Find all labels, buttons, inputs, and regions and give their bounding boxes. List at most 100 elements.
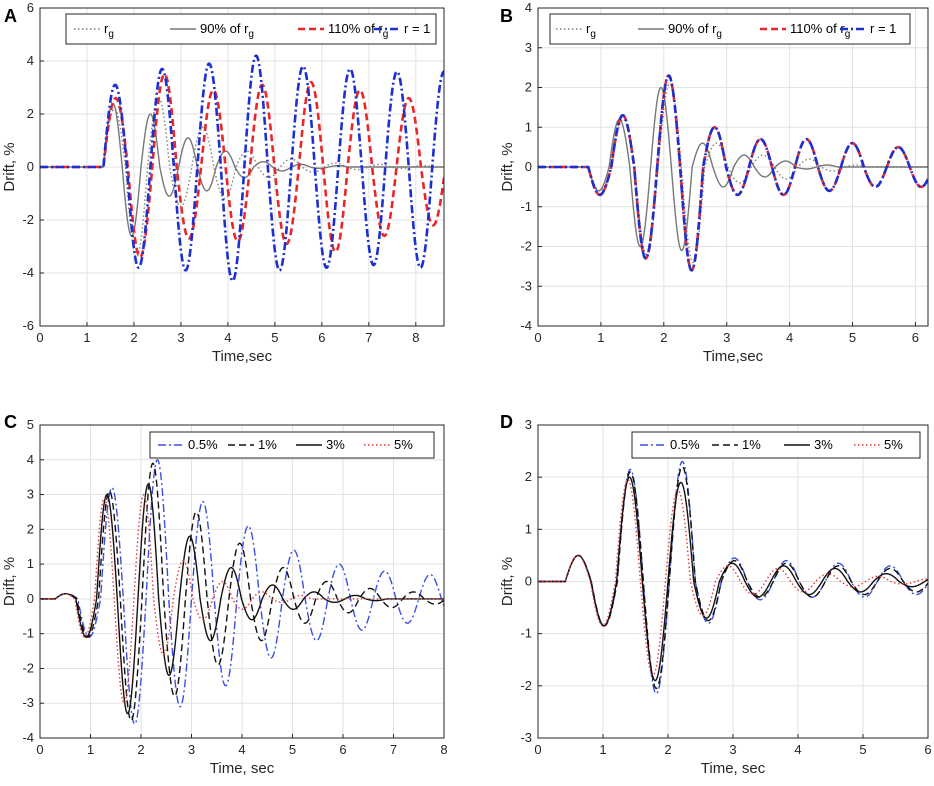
legend-label: 90% of rg <box>668 21 722 40</box>
x-tick-label: 6 <box>924 742 931 757</box>
legend-label: rg <box>104 21 114 40</box>
x-tick-label: 1 <box>83 330 90 345</box>
x-tick-label: 8 <box>412 330 419 345</box>
x-tick-label: 1 <box>599 742 606 757</box>
y-tick-label: -6 <box>22 318 34 333</box>
x-tick-label: 0 <box>36 330 43 345</box>
series-group <box>40 54 444 283</box>
panel-letter: D <box>500 412 513 432</box>
y-tick-label: 0 <box>27 159 34 174</box>
y-tick-label: 0 <box>27 591 34 606</box>
legend-box <box>631 431 921 459</box>
panel-a: A 0 1 2 3 4 5 6 7 8 -6 -4 -2 0 2 4 6 Time,sec Drift, % rg 90… <box>1 0 445 365</box>
y-tick-label: -3 <box>22 695 34 710</box>
y-tick-label: 3 <box>525 417 532 432</box>
y-tick-label: 4 <box>27 53 34 68</box>
axes-box <box>39 424 445 739</box>
series-group <box>40 459 444 725</box>
x-tick-label: 2 <box>130 330 137 345</box>
panel-c: C 0 1 2 3 4 5 6 7 8 -4 -3 -2 -1 0 1 2 3 4 5 Time, sec Drift, … <box>1 412 448 777</box>
y-tick-label: 2 <box>27 521 34 536</box>
x-tick-label: 8 <box>440 742 447 757</box>
y-tick-label: 0 <box>525 574 532 589</box>
y-tick-label: -2 <box>520 678 532 693</box>
y-tick-label: -3 <box>520 730 532 745</box>
legend-label: r = 1 <box>404 21 430 36</box>
legend-box <box>149 431 435 459</box>
y-tick-label: 4 <box>525 0 532 15</box>
x-tick-label: 2 <box>664 742 671 757</box>
legend-label: 110% of rg <box>328 21 388 40</box>
y-tick-label: -2 <box>22 660 34 675</box>
y-tick-label: -3 <box>520 278 532 293</box>
legend: rg 90% of rg 110% of rg r = 1 <box>65 13 437 45</box>
x-tick-label: 6 <box>339 742 346 757</box>
x-tick-label: 5 <box>271 330 278 345</box>
axes-box <box>537 424 929 739</box>
y-tick-label: -1 <box>520 626 532 641</box>
x-tick-label: 0 <box>534 330 541 345</box>
y-tick-label: 1 <box>525 521 532 536</box>
series-line-r-g <box>40 97 444 258</box>
x-tick-label: 6 <box>912 330 919 345</box>
legend-label: 1% <box>258 437 277 452</box>
y-axis-label: Drift, % <box>499 142 516 191</box>
series-line-110-of-r-g <box>40 72 444 259</box>
x-tick-label: 7 <box>390 742 397 757</box>
y-tick-label: -4 <box>22 730 34 745</box>
legend: 0.5% 1% 3% 5% <box>149 431 435 459</box>
x-tick-label: 3 <box>188 742 195 757</box>
x-tick-label: 0 <box>36 742 43 757</box>
panel-letter: A <box>4 6 17 26</box>
panel-letter: C <box>4 412 17 432</box>
y-tick-label: 5 <box>27 417 34 432</box>
series-line-3- <box>538 476 928 682</box>
x-tick-label: 4 <box>794 742 801 757</box>
x-tick-label: 2 <box>137 742 144 757</box>
legend-label: 5% <box>394 437 413 452</box>
x-tick-label: 4 <box>224 330 231 345</box>
panel-letter: B <box>500 6 513 26</box>
y-tick-label: 3 <box>27 487 34 502</box>
legend: 0.5% 1% 3% 5% <box>631 431 921 459</box>
legend-label: r = 1 <box>870 21 896 36</box>
series-group <box>538 74 928 272</box>
y-tick-label: -1 <box>520 199 532 214</box>
legend-label: 0.5% <box>670 437 700 452</box>
y-axis-label: Drift, % <box>499 557 516 606</box>
y-tick-label: 2 <box>27 106 34 121</box>
x-tick-label: 4 <box>786 330 793 345</box>
y-tick-label: 2 <box>525 80 532 95</box>
y-tick-label: 1 <box>525 119 532 134</box>
y-tick-label: 4 <box>27 452 34 467</box>
axes-box <box>537 7 929 327</box>
x-tick-label: 5 <box>289 742 296 757</box>
series-line-5- <box>40 493 444 704</box>
y-axis-label: Drift, % <box>1 557 18 606</box>
legend-box <box>549 13 911 45</box>
legend-label: 0.5% <box>188 437 218 452</box>
x-tick-label: 3 <box>729 742 736 757</box>
series-line-r-g <box>538 82 928 264</box>
y-tick-label: 3 <box>525 40 532 55</box>
series-line-r-1 <box>538 74 928 272</box>
legend-label: 3% <box>326 437 345 452</box>
x-axis-label: Time, sec <box>210 760 275 777</box>
x-axis-label: Time,sec <box>212 348 273 365</box>
legend-label: 110% of rg <box>790 21 850 40</box>
y-tick-label: -2 <box>520 239 532 254</box>
x-tick-label: 7 <box>365 330 372 345</box>
panel-d: D 0 1 2 3 4 5 6 -3 -2 -1 0 1 2 3 Time, sec Drift, % 0.5% 1… <box>499 412 932 777</box>
series-group <box>538 460 928 695</box>
legend-label: rg <box>586 21 596 40</box>
x-tick-label: 5 <box>859 742 866 757</box>
y-tick-label: -1 <box>22 626 34 641</box>
x-tick-label: 1 <box>87 742 94 757</box>
legend-label: 90% of rg <box>200 21 254 40</box>
y-tick-label: 2 <box>525 469 532 484</box>
x-tick-label: 2 <box>660 330 667 345</box>
legend: rg 90% of rg 110% of rg r = 1 <box>549 13 911 45</box>
y-axis-label: Drift, % <box>1 142 18 191</box>
y-tick-label: -2 <box>22 212 34 227</box>
